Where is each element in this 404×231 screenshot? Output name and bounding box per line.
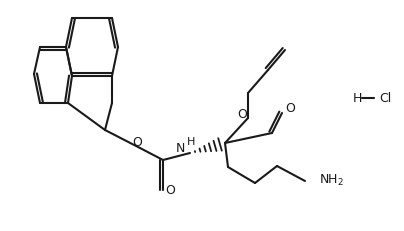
Text: O: O xyxy=(285,103,295,116)
Text: O: O xyxy=(237,107,247,121)
Text: NH$_2$: NH$_2$ xyxy=(319,173,344,188)
Text: O: O xyxy=(132,136,142,149)
Text: H: H xyxy=(187,137,195,147)
Text: N: N xyxy=(175,142,185,155)
Text: H: H xyxy=(352,91,362,104)
Text: O: O xyxy=(165,183,175,197)
Text: Cl: Cl xyxy=(379,91,391,104)
